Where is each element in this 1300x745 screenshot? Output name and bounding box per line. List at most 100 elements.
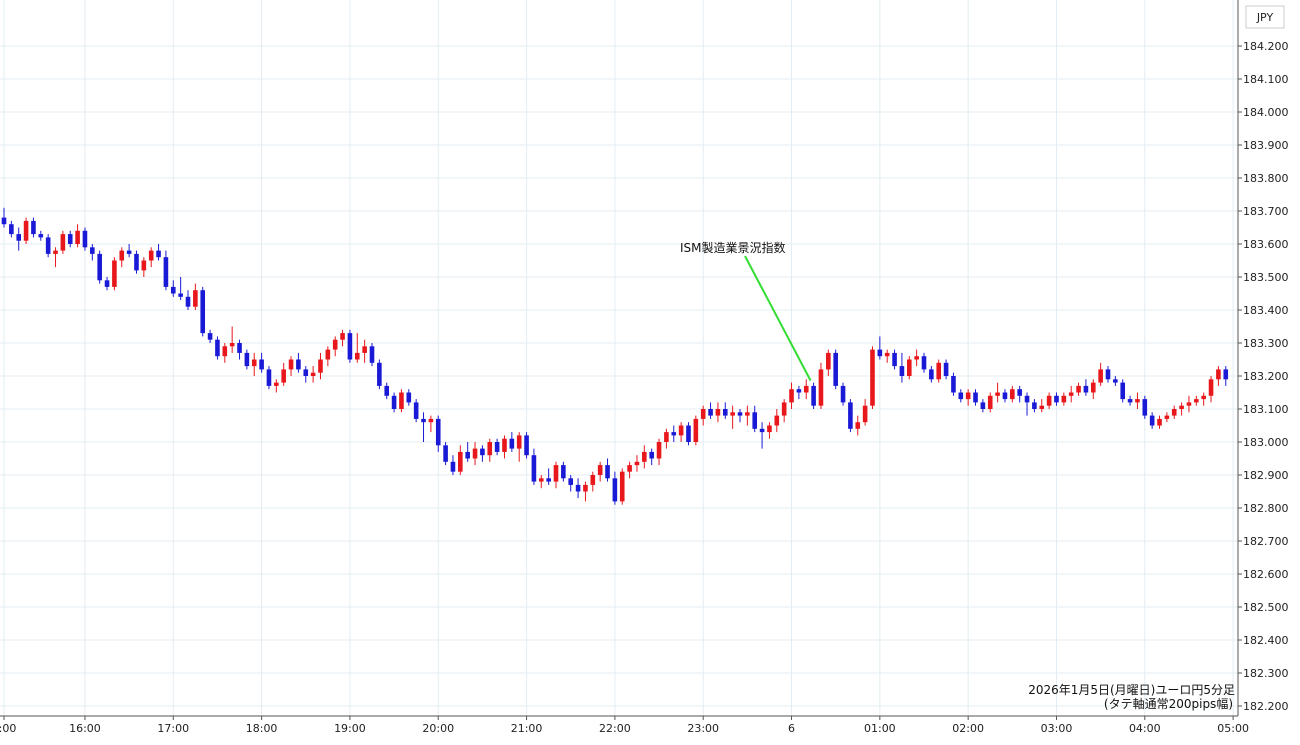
candle-body xyxy=(362,346,367,353)
x-tick-label: 17:00 xyxy=(157,722,189,735)
candle xyxy=(332,336,338,357)
candle-body xyxy=(1179,405,1184,409)
candle-body xyxy=(1135,399,1140,403)
candle-body xyxy=(318,359,323,373)
candle-body xyxy=(722,409,728,416)
candle-body xyxy=(23,220,29,241)
annotation-group: ISM製造業景況指数 xyxy=(680,240,812,382)
candle-body xyxy=(597,465,603,475)
candle-body xyxy=(1120,382,1126,400)
candle-body xyxy=(251,359,257,367)
candle-body xyxy=(185,296,191,307)
candle-body xyxy=(53,250,58,254)
time-axis: 5:00 16:00 17:00 18:00 19:00 20:00 21:00 22:00 2… xyxy=(0,716,1249,735)
candle-body xyxy=(104,280,110,287)
candle xyxy=(156,244,161,261)
candle-body xyxy=(97,253,102,281)
x-tick-label: 23:00 xyxy=(687,722,719,735)
candle xyxy=(833,349,838,390)
currency-badge: JPY xyxy=(1245,5,1285,29)
currency-label: JPY xyxy=(1256,11,1274,24)
candle xyxy=(31,217,36,238)
candle-body xyxy=(369,346,375,363)
candle xyxy=(995,382,1000,403)
candle xyxy=(774,409,780,433)
candle xyxy=(443,442,448,466)
y-tick-label: 182.800 xyxy=(1243,502,1289,515)
y-tick-label: 182.900 xyxy=(1243,469,1289,482)
candle-body xyxy=(700,409,706,419)
candle xyxy=(1194,395,1199,406)
candle xyxy=(1179,402,1184,416)
candle xyxy=(1105,366,1111,383)
candle-body xyxy=(502,438,507,452)
candle-body xyxy=(693,418,699,442)
candle-body xyxy=(686,425,691,442)
candle xyxy=(274,379,279,393)
candle-body xyxy=(16,234,22,241)
candle-body xyxy=(288,359,294,370)
x-tick-label: 16:00 xyxy=(69,722,101,735)
candle xyxy=(1068,385,1074,403)
candle-body xyxy=(664,432,669,442)
candle-body xyxy=(752,412,758,429)
candle xyxy=(1054,392,1059,406)
y-tick-label: 184.200 xyxy=(1243,40,1289,53)
y-tick-label: 182.600 xyxy=(1243,568,1289,581)
candle xyxy=(715,402,721,423)
candle-body xyxy=(435,418,441,446)
y-tick-label: 183.200 xyxy=(1243,370,1289,383)
candle xyxy=(862,399,868,426)
candle-body xyxy=(237,343,242,353)
candle xyxy=(428,415,434,433)
candle xyxy=(870,346,875,409)
candle xyxy=(112,257,117,291)
candle-body xyxy=(759,428,765,433)
candle-body xyxy=(303,369,309,376)
candle-body xyxy=(803,385,809,393)
candle-body xyxy=(862,405,868,423)
candle xyxy=(266,366,272,390)
candle-body xyxy=(538,478,544,482)
candle-body xyxy=(678,425,684,436)
candle xyxy=(730,405,735,429)
candle-body xyxy=(340,333,345,340)
candle xyxy=(914,349,919,367)
candle-body xyxy=(789,389,794,403)
candle-body xyxy=(156,250,161,258)
candle xyxy=(965,389,971,406)
candle-body xyxy=(708,409,713,416)
candle xyxy=(472,442,478,466)
candle xyxy=(803,379,809,400)
candle xyxy=(1032,399,1037,413)
candle-body xyxy=(818,369,824,406)
candle xyxy=(296,352,301,373)
candle xyxy=(612,471,618,505)
candle-body xyxy=(487,442,493,456)
candle-body xyxy=(921,356,927,370)
candle xyxy=(752,405,758,433)
candle xyxy=(193,283,198,310)
candle xyxy=(421,412,426,442)
candle-body xyxy=(870,349,875,406)
candle xyxy=(509,432,515,452)
candle xyxy=(656,438,662,466)
candle xyxy=(693,415,699,446)
candle-body xyxy=(1061,395,1067,403)
candle xyxy=(627,461,632,479)
candle-body xyxy=(465,451,470,459)
candle-body xyxy=(9,224,14,235)
candle xyxy=(745,405,750,426)
candle-body xyxy=(995,392,1000,396)
candle-body xyxy=(178,293,183,297)
candle xyxy=(1061,392,1067,406)
x-tick-label: 6 xyxy=(788,722,795,735)
candle-body xyxy=(767,425,772,433)
candle xyxy=(377,359,382,390)
candle-body xyxy=(892,352,897,367)
candle xyxy=(840,382,846,406)
candle-body xyxy=(60,234,66,251)
candle-body xyxy=(516,435,522,449)
y-tick-label: 182.400 xyxy=(1243,634,1289,647)
candle xyxy=(1090,379,1096,400)
